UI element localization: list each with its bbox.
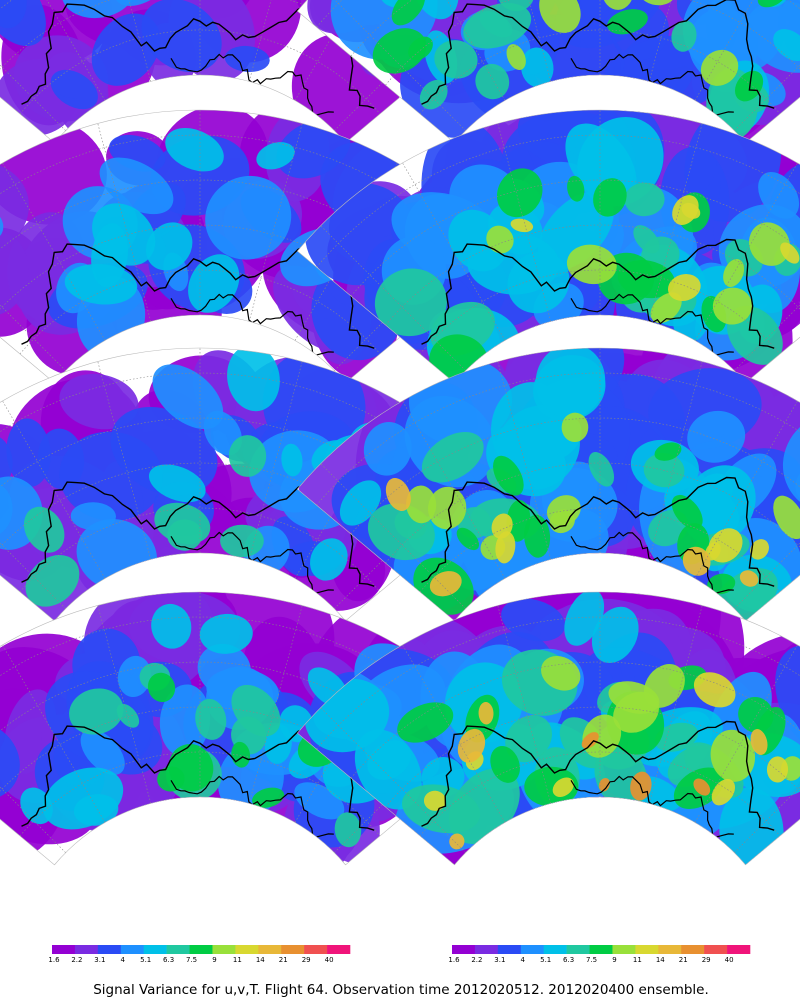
map-panel: 2012020512 + 72h1.62.23.145.16.37.591114… bbox=[296, 347, 800, 720]
colorbar-swatch bbox=[635, 945, 659, 954]
colorbar-tick-label: 40 bbox=[325, 956, 334, 964]
colorbar-tick-label: 1.6 bbox=[448, 956, 460, 964]
colorbar-swatch bbox=[258, 945, 282, 954]
figure-caption: Signal Variance for u,v,T. Flight 64. Ob… bbox=[93, 982, 709, 998]
colorbar-tick-label: 21 bbox=[679, 956, 688, 964]
colorbar-swatch bbox=[235, 945, 259, 954]
colorbar-tick-label: 21 bbox=[279, 956, 288, 964]
colorbar-swatch bbox=[497, 945, 522, 954]
colorbar-tick-label: 5.1 bbox=[140, 956, 151, 964]
map-area bbox=[0, 109, 503, 383]
coastline bbox=[421, 238, 775, 349]
colorbar-tick-label: 7.5 bbox=[186, 956, 197, 964]
colorbar-tick-label: 9 bbox=[612, 956, 616, 964]
colorbar-swatch bbox=[727, 945, 751, 954]
colorbar-swatch bbox=[143, 945, 167, 954]
colorbar-tick-label: 14 bbox=[656, 956, 665, 964]
colorbar-swatch bbox=[566, 945, 590, 954]
colorbar-swatch bbox=[452, 945, 476, 954]
colorbar-tick-label: 29 bbox=[302, 956, 311, 964]
colorbar-swatch bbox=[74, 945, 99, 954]
colorbar-tick-label: 11 bbox=[633, 956, 642, 964]
colorbar-tick-label: 3.1 bbox=[494, 956, 505, 964]
coastline bbox=[421, 0, 775, 109]
colorbar-swatch bbox=[681, 945, 705, 954]
colorbar-tick-label: 1.6 bbox=[48, 956, 60, 964]
colorbar-swatch bbox=[474, 945, 499, 954]
colorbar-swatch bbox=[327, 945, 351, 954]
colorbar-swatch bbox=[704, 945, 728, 954]
colorbar-swatch bbox=[612, 945, 636, 954]
colorbar-swatch bbox=[166, 945, 190, 954]
colorbar-tick-label: 6.3 bbox=[163, 956, 174, 964]
colorbar-tick-label: 2.2 bbox=[71, 956, 82, 964]
colorbar-swatch bbox=[189, 945, 213, 954]
coastline bbox=[421, 720, 775, 831]
colorbar-swatch bbox=[97, 945, 122, 954]
colorbar-tick-label: 6.3 bbox=[563, 956, 574, 964]
colorbar-swatch bbox=[589, 945, 613, 954]
colorbar-swatch bbox=[658, 945, 682, 954]
colorbar-tick-label: 5.1 bbox=[540, 956, 551, 964]
map-area bbox=[297, 348, 800, 621]
colorbar-tick-label: 7.5 bbox=[586, 956, 597, 964]
colorbar-tick-label: 9 bbox=[212, 956, 216, 964]
colorbar-tick-label: 11 bbox=[233, 956, 242, 964]
coastline bbox=[421, 476, 775, 587]
colorbar-tick-label: 40 bbox=[725, 956, 734, 964]
colorbar-swatch bbox=[520, 945, 544, 954]
colorbar-swatch bbox=[281, 945, 305, 954]
colorbar-tick-label: 14 bbox=[256, 956, 265, 964]
colorbar: 1.6 2.2 3.1 4 5.1 6.3 7.5 9 11 14 21 29 40 bbox=[448, 945, 751, 964]
colorbar-swatch bbox=[543, 945, 567, 954]
colorbar-swatch bbox=[52, 945, 76, 954]
colorbar-tick-label: 29 bbox=[702, 956, 711, 964]
colorbar-swatch bbox=[304, 945, 328, 954]
colorbar-tick-label: 2.2 bbox=[471, 956, 482, 964]
colorbar-swatch bbox=[212, 945, 236, 954]
colorbar-tick-label: 4 bbox=[521, 956, 526, 964]
colorbar-tick-label: 3.1 bbox=[94, 956, 105, 964]
colorbar-swatch bbox=[120, 945, 144, 954]
colorbar: 1.6 2.2 3.1 4 5.1 6.3 7.5 9 11 14 21 29 40 bbox=[48, 945, 351, 964]
colorbar-tick-label: 4 bbox=[121, 956, 126, 964]
